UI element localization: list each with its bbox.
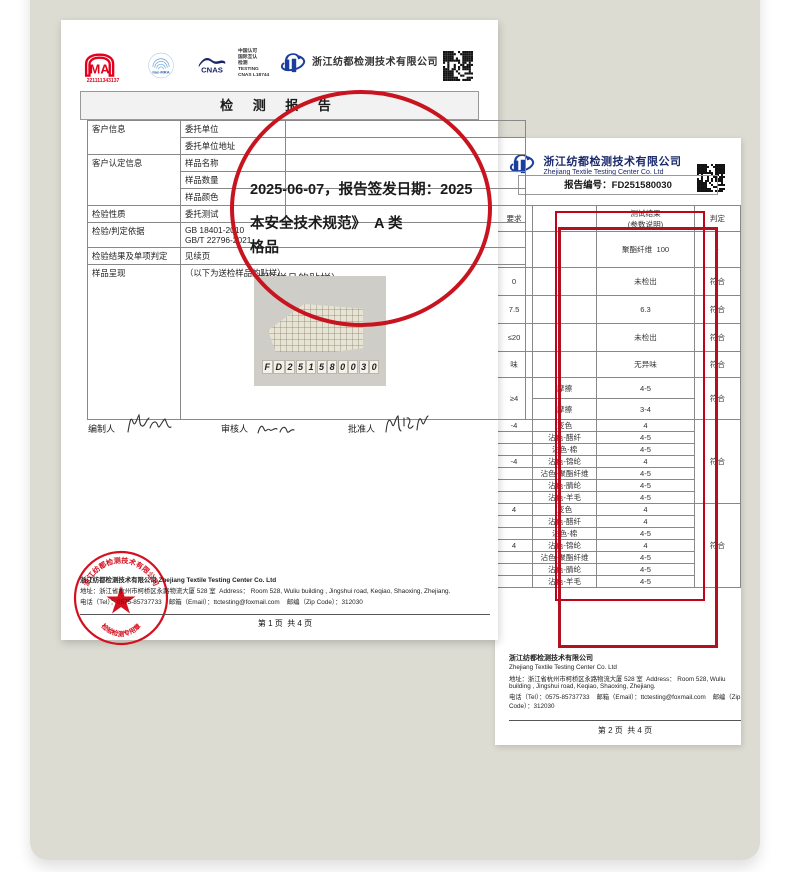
svg-text:ilac-MRA: ilac-MRA	[152, 70, 169, 75]
svg-text:MA: MA	[90, 61, 110, 76]
svg-text:CNAS: CNAS	[201, 66, 223, 75]
